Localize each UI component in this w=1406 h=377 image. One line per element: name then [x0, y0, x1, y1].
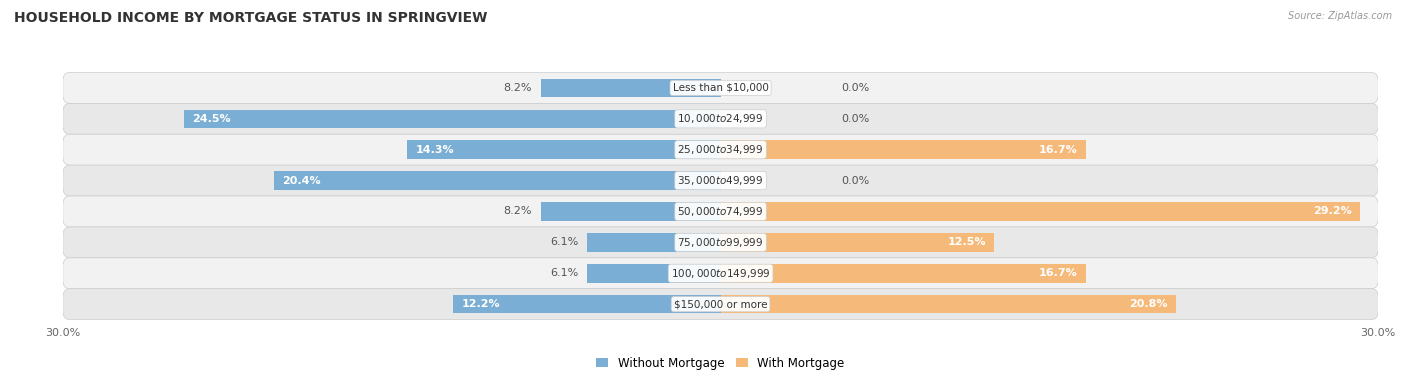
- Text: HOUSEHOLD INCOME BY MORTGAGE STATUS IN SPRINGVIEW: HOUSEHOLD INCOME BY MORTGAGE STATUS IN S…: [14, 11, 488, 25]
- Text: 0.0%: 0.0%: [841, 176, 869, 185]
- Text: 0.0%: 0.0%: [841, 114, 869, 124]
- Text: $10,000 to $24,999: $10,000 to $24,999: [678, 112, 763, 125]
- Bar: [720, 202, 1361, 221]
- FancyBboxPatch shape: [63, 103, 1378, 134]
- Text: $25,000 to $34,999: $25,000 to $34,999: [678, 143, 763, 156]
- Text: Less than $10,000: Less than $10,000: [672, 83, 769, 93]
- Bar: [541, 79, 720, 97]
- Text: 20.8%: 20.8%: [1129, 299, 1167, 309]
- Bar: [720, 141, 1087, 159]
- Text: 12.5%: 12.5%: [948, 238, 986, 247]
- Text: 8.2%: 8.2%: [503, 207, 531, 216]
- Text: 6.1%: 6.1%: [550, 238, 578, 247]
- Bar: [541, 202, 720, 221]
- Text: $50,000 to $74,999: $50,000 to $74,999: [678, 205, 763, 218]
- Bar: [274, 171, 720, 190]
- Text: 0.0%: 0.0%: [841, 83, 869, 93]
- Text: 14.3%: 14.3%: [416, 145, 454, 155]
- FancyBboxPatch shape: [63, 196, 1378, 227]
- Text: 8.2%: 8.2%: [503, 83, 531, 93]
- Bar: [720, 264, 1087, 282]
- Text: 16.7%: 16.7%: [1039, 268, 1078, 278]
- Text: 20.4%: 20.4%: [283, 176, 321, 185]
- Text: $150,000 or more: $150,000 or more: [673, 299, 768, 309]
- FancyBboxPatch shape: [63, 227, 1378, 258]
- Bar: [586, 233, 720, 251]
- Text: 12.2%: 12.2%: [463, 299, 501, 309]
- FancyBboxPatch shape: [63, 258, 1378, 289]
- Text: 6.1%: 6.1%: [550, 268, 578, 278]
- FancyBboxPatch shape: [63, 289, 1378, 320]
- Text: 24.5%: 24.5%: [193, 114, 231, 124]
- Text: 16.7%: 16.7%: [1039, 145, 1078, 155]
- Text: Source: ZipAtlas.com: Source: ZipAtlas.com: [1288, 11, 1392, 21]
- Text: $100,000 to $149,999: $100,000 to $149,999: [671, 267, 770, 280]
- Bar: [720, 295, 1177, 313]
- Legend: Without Mortgage, With Mortgage: Without Mortgage, With Mortgage: [592, 352, 849, 375]
- Text: $35,000 to $49,999: $35,000 to $49,999: [678, 174, 763, 187]
- Bar: [184, 110, 720, 128]
- Bar: [453, 295, 720, 313]
- FancyBboxPatch shape: [63, 165, 1378, 196]
- Bar: [720, 233, 994, 251]
- Text: 29.2%: 29.2%: [1313, 207, 1351, 216]
- FancyBboxPatch shape: [63, 134, 1378, 165]
- FancyBboxPatch shape: [63, 72, 1378, 103]
- Bar: [408, 141, 720, 159]
- Bar: [586, 264, 720, 282]
- Text: $75,000 to $99,999: $75,000 to $99,999: [678, 236, 763, 249]
